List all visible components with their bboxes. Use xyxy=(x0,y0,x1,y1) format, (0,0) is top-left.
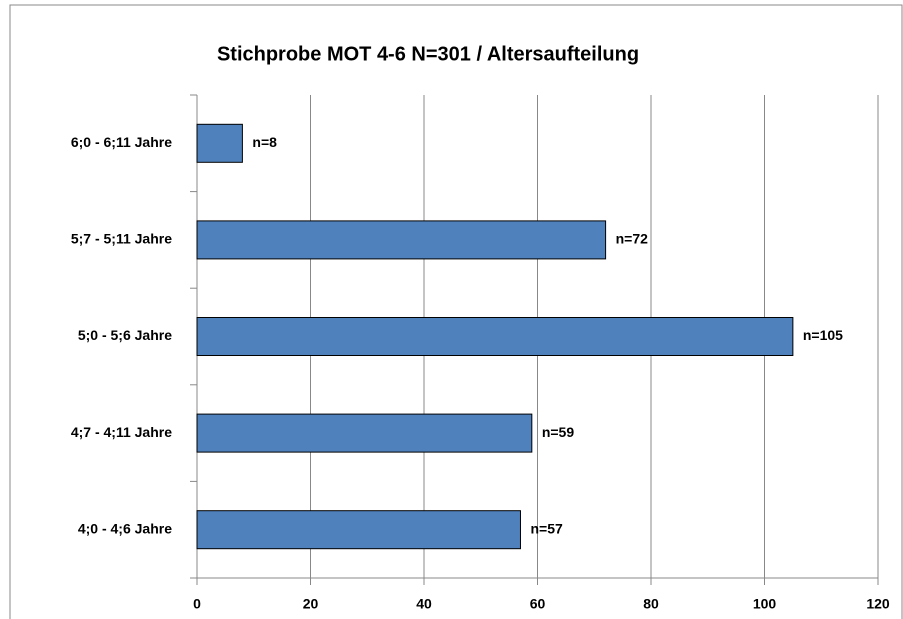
y-tick-label: 6;0 - 6;11 Jahre xyxy=(71,134,172,150)
data-label: n=8 xyxy=(252,134,277,150)
bar xyxy=(196,220,607,260)
x-tick-label: 80 xyxy=(643,596,659,612)
chart-title: Stichprobe MOT 4-6 N=301 / Altersaufteil… xyxy=(217,43,639,65)
y-tick-label: 5;7 - 5;11 Jahre xyxy=(71,231,172,247)
bar xyxy=(196,123,243,163)
data-label: n=57 xyxy=(530,520,563,536)
data-label: n=72 xyxy=(616,231,649,247)
x-tick-label: 60 xyxy=(530,596,546,612)
data-label: n=105 xyxy=(803,327,843,343)
x-tick-label: 0 xyxy=(193,596,201,612)
bar xyxy=(196,510,521,550)
x-tick-label: 120 xyxy=(866,596,890,612)
y-tick-label: 5;0 - 5;6 Jahre xyxy=(78,327,172,343)
y-tick-label: 4;0 - 4;6 Jahre xyxy=(78,520,172,536)
x-tick-label: 20 xyxy=(303,596,319,612)
bar xyxy=(196,413,533,453)
data-label: n=59 xyxy=(542,424,575,440)
x-tick-label: 100 xyxy=(753,596,777,612)
x-tick-label: 40 xyxy=(416,596,432,612)
y-tick-label: 4;7 - 4;11 Jahre xyxy=(71,424,172,440)
bar xyxy=(196,317,794,356)
